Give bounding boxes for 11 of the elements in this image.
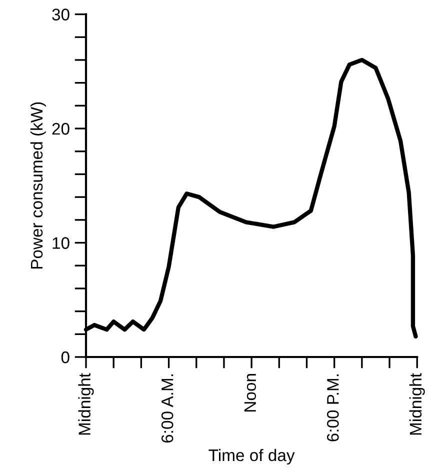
y-tick-label: 10	[52, 237, 70, 249]
x-tick-label: Noon	[244, 374, 256, 412]
y-tick-label: 0	[61, 351, 70, 364]
y-tick-label: 20	[52, 122, 70, 135]
y-axis-title: Power consumed (kW)	[30, 102, 46, 269]
y-tick-label: 30	[52, 8, 70, 20]
x-tick-label: 6:00 P.M.	[326, 374, 339, 442]
x-tick-label: Midnight	[78, 373, 94, 435]
x-tick-label: Midnight	[409, 373, 425, 435]
x-axis-title: Time of day	[208, 448, 295, 464]
x-tick-label: 6:00 A.M.	[161, 374, 174, 443]
